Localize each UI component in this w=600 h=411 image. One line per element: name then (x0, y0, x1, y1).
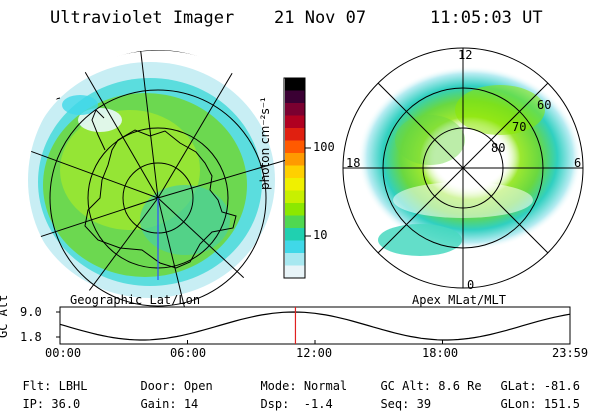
colorbar-frame (283, 77, 306, 279)
colorbar-segment (285, 90, 305, 104)
info-flt: Flt: LBHL (8, 365, 88, 393)
magnetic-panel-label: Apex MLat/MLT (412, 293, 506, 307)
info-door-value: Open (183, 379, 213, 393)
colorbar-segment (285, 153, 305, 166)
magnetic-panel (342, 47, 584, 289)
gc-alt-plot (56, 306, 571, 345)
colorbar-segment (285, 240, 305, 254)
info-glat-value: -81.6 (543, 379, 580, 393)
info-dsp-label: Dsp: (260, 397, 290, 411)
info-gain-value: 14 (183, 397, 199, 411)
info-seq-label: Seq: (380, 397, 410, 411)
time-label: 11:05:03 UT (430, 8, 543, 28)
colorbar-segment (285, 253, 305, 266)
info-gcalt: GC Alt: 8.6 Re (366, 365, 482, 393)
mlt-label-6: 6 (574, 156, 582, 170)
info-ip-label: IP: (22, 397, 45, 411)
colorbar-segment (285, 178, 305, 191)
info-ip: IP: 36.0 (8, 383, 80, 411)
info-glon-value: 151.5 (543, 397, 580, 411)
colorbar-segment (285, 203, 305, 216)
colorbar-label: photon cm⁻²s⁻¹ (258, 97, 272, 190)
colorbar-segment (285, 140, 305, 154)
info-dsp: Dsp: -1.4 (246, 383, 333, 411)
info-glat-label: GLat: (500, 379, 537, 393)
gc-alt-ytick-low: 1.8 (20, 330, 42, 344)
mlt-label-18: 18 (346, 156, 361, 170)
info-glon-label: GLon: (500, 397, 537, 411)
mlt-label-0: 0 (467, 278, 475, 292)
info-flt-value: LBHL (58, 379, 88, 393)
xtick-2359: 23:59 (552, 346, 589, 360)
info-gain: Gain: 14 (126, 383, 198, 411)
info-mode-value: Normal (303, 379, 348, 393)
geographic-panel (28, 50, 288, 310)
xtick-1200: 12:00 (296, 346, 333, 360)
altitude-curve (59, 311, 571, 341)
colorbar-segment (285, 228, 305, 241)
mlat-label-70: 70 (512, 120, 527, 134)
info-mode: Mode: Normal (246, 365, 347, 393)
info-gain-label: Gain: (140, 397, 177, 411)
colorbar-tick-100: 100 (313, 140, 335, 154)
colorbar-segment (285, 265, 305, 279)
colorbar-segment (285, 128, 305, 141)
info-seq-value: 39 (416, 397, 432, 411)
info-glon: GLon: 151.5 (486, 383, 580, 411)
info-glat: GLat: -81.6 (486, 365, 580, 393)
figure-canvas (28, 47, 584, 345)
gc-alt-ylabel: GC Alt (0, 294, 10, 338)
colorbar-segment (285, 115, 305, 129)
info-seq: Seq: 39 (366, 383, 431, 411)
xtick-1800: 18:00 (422, 346, 459, 360)
mlat-label-60: 60 (537, 98, 552, 112)
xtick-0600: 06:00 (170, 346, 207, 360)
mlt-label-12: 12 (458, 48, 473, 62)
xtick-0000: 00:00 (45, 346, 82, 360)
colorbar-segment (285, 165, 305, 179)
info-mode-label: Mode: (260, 379, 297, 393)
colorbar-segment (285, 103, 305, 116)
info-door-label: Door: (140, 379, 177, 393)
info-gcalt-label: GC Alt: (380, 379, 432, 393)
gc-alt-ytick-high: 9.0 (20, 305, 42, 319)
colorbar-segment (285, 215, 305, 229)
instrument-title: Ultraviolet Imager (50, 8, 235, 28)
plot-frame (59, 306, 571, 345)
colorbar (285, 78, 305, 279)
info-dsp-value: -1.4 (289, 397, 333, 411)
colorbar-segment (285, 78, 305, 91)
info-ip-value: 36.0 (51, 397, 81, 411)
info-gcalt-value: 8.6 Re (438, 379, 482, 393)
info-flt-label: Flt: (22, 379, 52, 393)
date-label: 21 Nov 07 (274, 8, 367, 28)
colorbar-segment (285, 190, 305, 204)
info-door: Door: Open (126, 365, 213, 393)
geographic-panel-label: Geographic Lat/Lon (70, 293, 201, 307)
mlat-label-80: 80 (491, 141, 506, 155)
colorbar-tick-10: 10 (313, 228, 328, 242)
